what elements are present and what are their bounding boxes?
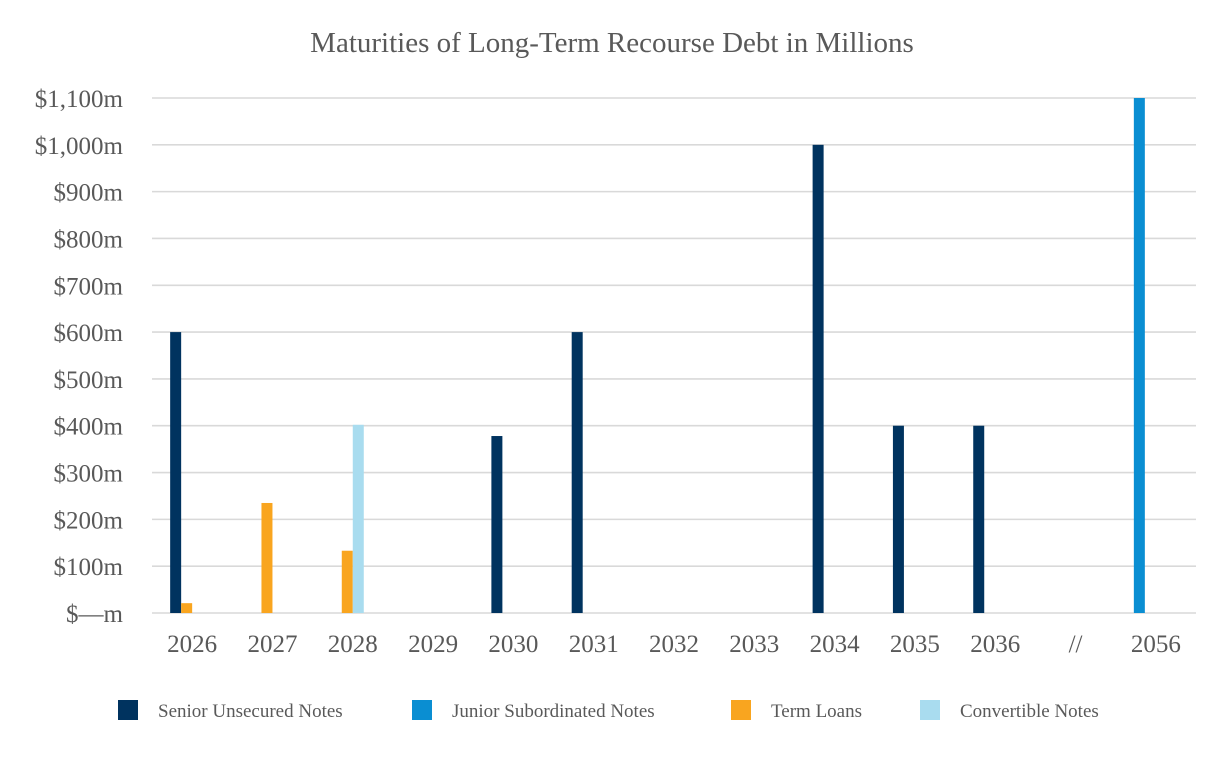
y-tick-label: $200m <box>54 507 124 534</box>
y-tick-label: $400m <box>54 414 124 441</box>
x-tick-label: 2032 <box>649 631 699 658</box>
y-tick-label: $500m <box>54 367 124 394</box>
y-tick-label: $—m <box>66 601 124 628</box>
x-tick-label: 2034 <box>810 631 861 658</box>
chart-title: Maturities of Long-Term Recourse Debt in… <box>310 27 914 59</box>
y-tick-label: $300m <box>54 461 124 488</box>
x-axis: 2026 2027 2028 2029 2030 2031 2032 2033 2034 2035… <box>167 631 1181 658</box>
legend: Senior Unsecured Notes Junior Subordinate… <box>118 700 1099 722</box>
legend-label: Term Loans <box>771 701 862 722</box>
bar-senior-unsecured-notes-2026 <box>170 332 182 613</box>
bars <box>170 98 1145 613</box>
y-axis: $—m $100m $200m $300m $400m $500m $600m $700m $8… <box>35 86 124 628</box>
x-tick-label: 2036 <box>970 631 1020 658</box>
legend-label: Senior Unsecured Notes <box>158 701 343 722</box>
x-tick-label: 2028 <box>328 631 378 658</box>
x-tick-label: 2030 <box>488 631 538 658</box>
x-tick-label: 2027 <box>247 631 297 658</box>
bar-junior-subordinated-notes-2056 <box>1133 98 1145 613</box>
y-tick-label: $100m <box>54 554 124 581</box>
x-tick-label: 2031 <box>569 631 619 658</box>
y-tick-label: $900m <box>54 180 124 207</box>
bar-senior-unsecured-notes-2034 <box>812 144 824 613</box>
x-tick-label: // <box>1069 631 1083 658</box>
bar-senior-unsecured-notes-2031 <box>571 332 583 613</box>
grid-lines <box>152 97 1196 614</box>
legend-label: Convertible Notes <box>960 701 1099 722</box>
legend-swatch <box>118 700 138 720</box>
x-tick-label: 2029 <box>408 631 458 658</box>
x-tick-label: 2035 <box>890 631 940 658</box>
y-tick-label: $600m <box>54 320 124 347</box>
x-tick-label: 2056 <box>1131 631 1181 658</box>
legend-swatch <box>920 700 940 720</box>
bar-senior-unsecured-notes-2030 <box>491 436 503 613</box>
y-tick-label: $800m <box>54 226 124 253</box>
bar-term-loans-2027 <box>261 502 273 613</box>
bar-term-loans-2028 <box>341 550 353 613</box>
legend-swatch <box>412 700 432 720</box>
bar-term-loans-2026 <box>181 603 193 613</box>
x-tick-label: 2026 <box>167 631 217 658</box>
legend-label: Junior Subordinated Notes <box>452 701 655 722</box>
y-tick-label: $1,100m <box>35 86 124 113</box>
y-tick-label: $1,000m <box>35 133 124 160</box>
x-tick-label: 2033 <box>729 631 779 658</box>
bar-convertible-notes-2028 <box>352 424 364 613</box>
y-tick-label: $700m <box>54 273 124 300</box>
bar-senior-unsecured-notes-2035 <box>892 425 904 613</box>
legend-swatch <box>731 700 751 720</box>
bar-senior-unsecured-notes-2036 <box>973 425 985 613</box>
